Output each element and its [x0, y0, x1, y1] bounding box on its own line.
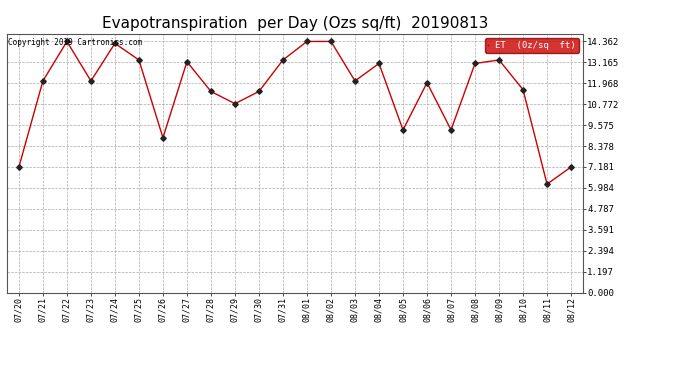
Text: Copyright 2019 Cartronics.com: Copyright 2019 Cartronics.com: [8, 38, 142, 46]
Legend: ET  (0z/sq  ft): ET (0z/sq ft): [485, 38, 578, 53]
Title: Evapotranspiration  per Day (Ozs sq/ft)  20190813: Evapotranspiration per Day (Ozs sq/ft) 2…: [102, 16, 488, 31]
